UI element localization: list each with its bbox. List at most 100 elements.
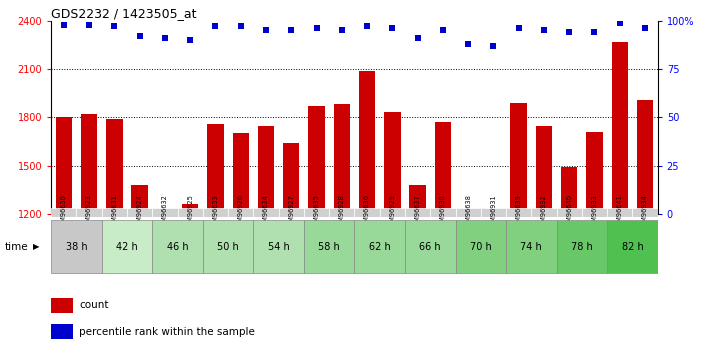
Bar xyxy=(485,211,502,214)
Text: GSM96930: GSM96930 xyxy=(440,194,446,230)
Text: 74 h: 74 h xyxy=(520,242,542,252)
Point xyxy=(235,24,247,29)
Bar xyxy=(81,114,97,214)
Bar xyxy=(77,208,102,217)
Bar xyxy=(253,208,279,217)
Bar xyxy=(430,208,456,217)
Bar xyxy=(506,220,557,273)
Bar xyxy=(557,220,607,273)
Text: GSM96633: GSM96633 xyxy=(213,194,218,230)
Bar xyxy=(106,119,122,214)
Bar xyxy=(384,112,400,214)
Bar xyxy=(329,208,355,217)
Bar xyxy=(405,208,430,217)
Point xyxy=(564,30,575,35)
Point xyxy=(538,28,550,33)
Point xyxy=(260,28,272,33)
Point xyxy=(412,35,423,41)
Text: 78 h: 78 h xyxy=(571,242,593,252)
Text: GSM96928: GSM96928 xyxy=(339,194,345,230)
Bar xyxy=(637,100,653,214)
Bar xyxy=(434,122,451,214)
Point xyxy=(58,22,70,27)
Point xyxy=(336,28,348,33)
Bar xyxy=(51,324,73,339)
Text: GSM96926: GSM96926 xyxy=(237,194,244,230)
Bar xyxy=(506,208,531,217)
Point xyxy=(361,24,373,29)
Bar xyxy=(228,208,253,217)
Point xyxy=(639,26,651,31)
Text: 70 h: 70 h xyxy=(470,242,492,252)
Point xyxy=(83,22,95,27)
Bar xyxy=(355,208,380,217)
Bar xyxy=(304,208,329,217)
Text: 54 h: 54 h xyxy=(268,242,289,252)
Bar xyxy=(481,208,506,217)
Bar xyxy=(51,297,73,313)
Bar xyxy=(460,211,476,214)
Text: count: count xyxy=(79,300,109,310)
Text: GSM96631: GSM96631 xyxy=(112,194,117,230)
Bar xyxy=(152,220,203,273)
Text: GSM96638: GSM96638 xyxy=(465,194,471,230)
Bar xyxy=(456,208,481,217)
Text: 42 h: 42 h xyxy=(116,242,138,252)
Text: GSM96637: GSM96637 xyxy=(415,194,421,230)
Bar xyxy=(253,220,304,273)
Bar xyxy=(207,124,224,214)
Text: GSM96639: GSM96639 xyxy=(515,194,522,230)
Text: GSM96932: GSM96932 xyxy=(541,194,547,230)
Bar xyxy=(355,220,405,273)
Bar xyxy=(203,208,228,217)
Text: GSM96927: GSM96927 xyxy=(288,194,294,230)
Bar xyxy=(632,208,658,217)
Text: GDS2232 / 1423505_at: GDS2232 / 1423505_at xyxy=(51,7,197,20)
Text: 82 h: 82 h xyxy=(621,242,643,252)
Bar xyxy=(531,208,557,217)
Text: 62 h: 62 h xyxy=(369,242,390,252)
Bar xyxy=(587,132,603,214)
Bar xyxy=(283,143,299,214)
Bar xyxy=(182,204,198,214)
Text: GSM96933: GSM96933 xyxy=(592,194,597,230)
Point xyxy=(210,24,221,29)
Text: ▶: ▶ xyxy=(33,242,40,251)
Point xyxy=(589,30,600,35)
Bar xyxy=(156,212,173,214)
Bar xyxy=(611,42,628,214)
Bar xyxy=(279,208,304,217)
Point xyxy=(286,28,297,33)
Bar xyxy=(51,220,102,273)
Text: GSM96923: GSM96923 xyxy=(86,194,92,230)
Text: 46 h: 46 h xyxy=(167,242,188,252)
Text: GSM96640: GSM96640 xyxy=(566,194,572,230)
Bar xyxy=(456,220,506,273)
Text: GSM96929: GSM96929 xyxy=(390,194,395,230)
Bar xyxy=(561,167,577,214)
Text: percentile rank within the sample: percentile rank within the sample xyxy=(79,327,255,337)
Bar xyxy=(51,208,77,217)
Point xyxy=(437,28,449,33)
Bar xyxy=(152,208,178,217)
Text: GSM96636: GSM96636 xyxy=(364,194,370,230)
Text: GSM96931: GSM96931 xyxy=(491,194,496,230)
Bar xyxy=(607,220,658,273)
Text: GSM96634: GSM96634 xyxy=(263,194,269,230)
Bar xyxy=(132,185,148,214)
Point xyxy=(159,35,171,41)
Text: GSM96924: GSM96924 xyxy=(137,194,143,230)
Point xyxy=(513,26,525,31)
Bar xyxy=(55,117,72,214)
Bar xyxy=(178,208,203,217)
Text: GSM96641: GSM96641 xyxy=(616,194,623,230)
Bar xyxy=(203,220,253,273)
Text: GSM96925: GSM96925 xyxy=(187,194,193,230)
Bar xyxy=(102,220,152,273)
Text: 58 h: 58 h xyxy=(319,242,340,252)
Bar xyxy=(536,126,552,214)
Point xyxy=(488,43,499,49)
Point xyxy=(462,41,474,47)
Text: GSM96632: GSM96632 xyxy=(162,194,168,230)
Text: 38 h: 38 h xyxy=(65,242,87,252)
